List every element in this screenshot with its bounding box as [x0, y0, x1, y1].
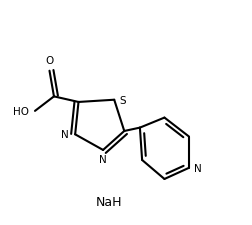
Text: N: N [99, 154, 107, 164]
Text: NaH: NaH [95, 195, 121, 208]
Text: N: N [193, 163, 201, 173]
Text: N: N [60, 130, 68, 140]
Text: HO: HO [13, 106, 29, 116]
Text: O: O [45, 56, 53, 66]
Text: S: S [119, 95, 126, 105]
